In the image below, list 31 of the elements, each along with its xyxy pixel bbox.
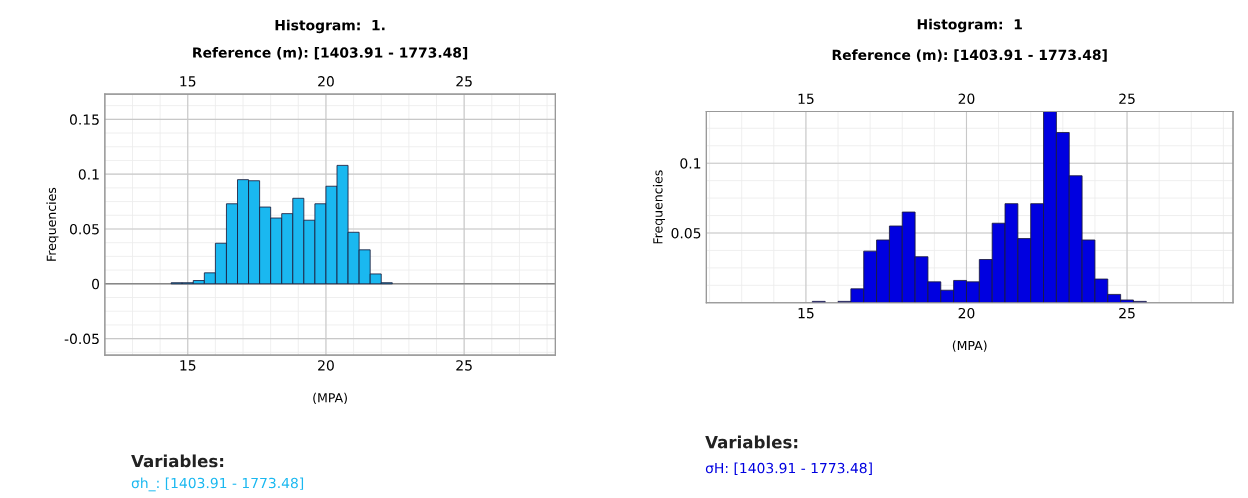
y-axis-title: Frequencies (652, 170, 666, 244)
chart-title: Histogram: 1 (917, 18, 1022, 33)
y-tick-label: 0.1 (680, 158, 701, 169)
x2-tick-label: 20 (318, 76, 334, 87)
y-tick-label: 0.05 (69, 223, 99, 235)
x2-tick-label: 25 (456, 76, 472, 87)
x-tick-label: 20 (318, 360, 334, 371)
x2-tick-label: 25 (1119, 93, 1135, 104)
x-tick-label: 15 (798, 308, 814, 319)
y-axis-title: Frequencies (46, 187, 59, 261)
chart-subtitle: Reference (m): [1403.91 - 1773.48] (193, 47, 468, 60)
text: σh_: [1403.91 - 1773.48] (131, 477, 304, 492)
y-tick-label: -0.05 (64, 333, 99, 345)
x-tick-label: 20 (958, 307, 975, 319)
y-tick-label: 0 (92, 278, 100, 290)
x2-tick-label: 15 (180, 76, 196, 87)
y-tick-label: 0.05 (671, 227, 701, 239)
chart-subtitle: Reference (m): [1403.91 - 1773.48] (832, 49, 1107, 62)
x-axis-title: (MPA) (313, 392, 347, 404)
x-axis-title: (MPA) (952, 340, 987, 352)
text: σH: [1403.91 - 1773.48] (705, 462, 872, 475)
x2-tick-label: 15 (798, 93, 814, 104)
x-tick-label: 25 (456, 360, 472, 371)
x-tick-label: 15 (180, 360, 196, 371)
x2-tick-label: 20 (958, 93, 975, 104)
x-tick-label: 25 (1119, 307, 1135, 319)
y-tick-label: 0.1 (78, 169, 99, 180)
chart-title: Histogram: 1. (275, 19, 385, 34)
text: Variables: (131, 454, 224, 468)
text: Variables: (705, 435, 798, 449)
y-tick-label: 0.15 (69, 114, 99, 125)
